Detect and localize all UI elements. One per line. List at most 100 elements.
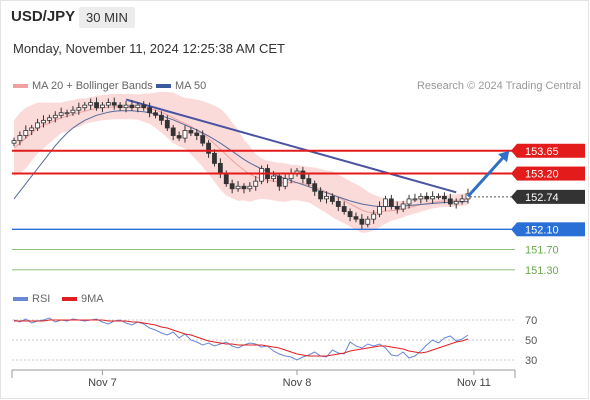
candle-body bbox=[182, 130, 188, 139]
candle-body bbox=[400, 203, 406, 210]
credit-label: Research © 2024 Trading Central bbox=[416, 80, 581, 92]
bollinger-band bbox=[14, 92, 468, 233]
ma50-legend-label: MA 50 bbox=[175, 80, 207, 92]
level-tag-resistance bbox=[517, 143, 585, 158]
rsi-level-label: 30 bbox=[525, 355, 537, 367]
candle-body bbox=[82, 104, 88, 109]
candle-body bbox=[312, 183, 318, 192]
candle-body bbox=[29, 127, 35, 131]
candle-body bbox=[424, 195, 430, 200]
level-label-last: 152.74 bbox=[525, 192, 559, 204]
candle-body bbox=[117, 104, 123, 109]
candle-body bbox=[170, 127, 176, 136]
level-tag-arrow bbox=[511, 222, 517, 237]
rsi-ma-legend: 9MA bbox=[62, 293, 104, 305]
candle-body bbox=[459, 198, 465, 202]
candle-body bbox=[135, 104, 141, 109]
rsi-legend: RSI bbox=[13, 293, 50, 305]
candle-body bbox=[430, 195, 436, 200]
candle-body bbox=[188, 130, 194, 134]
ma50-swatch bbox=[156, 84, 171, 89]
candle-body bbox=[153, 112, 158, 116]
candle-body bbox=[206, 142, 211, 154]
candle-body bbox=[129, 104, 135, 109]
projection-arrow-head bbox=[498, 150, 510, 163]
candle-body bbox=[436, 195, 441, 198]
candle-body bbox=[271, 175, 276, 180]
candle-body bbox=[353, 216, 359, 220]
candle-body bbox=[324, 195, 329, 200]
candle-body bbox=[58, 112, 64, 116]
level-label-resistance: 153.65 bbox=[525, 146, 559, 158]
candle-body bbox=[388, 198, 394, 207]
level-tag-arrow bbox=[511, 189, 517, 204]
candle-body bbox=[111, 102, 117, 106]
candle-body bbox=[147, 107, 153, 114]
candle-body bbox=[164, 119, 170, 129]
level-label-resistance: 153.20 bbox=[525, 169, 559, 181]
candle-body bbox=[229, 183, 235, 190]
candle-body bbox=[247, 185, 253, 190]
x-tick-label: Nov 8 bbox=[283, 377, 312, 389]
candle-body bbox=[94, 102, 99, 109]
level-label-support: 152.10 bbox=[525, 224, 559, 236]
rsi-ma-legend-label: 9MA bbox=[81, 293, 104, 305]
rsi-level-label: 50 bbox=[525, 335, 537, 347]
candle-body bbox=[235, 185, 241, 190]
level-label-target: 151.70 bbox=[525, 245, 559, 257]
candle-body bbox=[442, 195, 447, 200]
candle-body bbox=[64, 112, 70, 115]
timeframe-badge[interactable]: 30 MIN bbox=[79, 7, 135, 28]
downtrend-line bbox=[125, 98, 457, 194]
candle-body bbox=[300, 170, 306, 180]
candle-body bbox=[41, 119, 46, 124]
rsi-legend-label: RSI bbox=[32, 293, 51, 305]
ma20-legend: MA 20 + Bollinger Bands bbox=[13, 80, 153, 92]
candle-body bbox=[341, 206, 347, 212]
candle-body bbox=[141, 104, 147, 109]
chart-header: USD/JPY 30 MIN bbox=[0, 0, 590, 36]
candle-body bbox=[329, 195, 335, 202]
candle-body bbox=[383, 198, 388, 207]
candle-body bbox=[259, 168, 265, 182]
candle-body bbox=[17, 135, 23, 142]
candle-body bbox=[276, 175, 282, 187]
ma20-line bbox=[13, 106, 469, 214]
candle-body bbox=[253, 180, 259, 187]
candle-body bbox=[212, 152, 217, 164]
candle-body bbox=[365, 218, 371, 225]
rsi-ma-line bbox=[14, 319, 469, 357]
candle-body bbox=[335, 201, 341, 207]
candle-body bbox=[282, 178, 288, 187]
rsi-line bbox=[13, 317, 469, 361]
candle-body bbox=[306, 178, 312, 185]
candle-body bbox=[52, 114, 58, 119]
rsi-swatch bbox=[13, 297, 28, 302]
candle-body bbox=[88, 102, 94, 106]
candle-body bbox=[105, 102, 111, 106]
candle-body bbox=[100, 104, 105, 109]
candle-body bbox=[406, 198, 412, 205]
candle-body bbox=[418, 195, 424, 200]
x-tick-label: Nov 11 bbox=[457, 377, 491, 389]
rsi-level-label: 70 bbox=[525, 315, 537, 327]
candle-body bbox=[76, 107, 82, 111]
level-label-target: 151.30 bbox=[525, 265, 559, 277]
candle-body bbox=[11, 140, 17, 144]
candle-body bbox=[347, 211, 353, 218]
candle-body bbox=[176, 135, 182, 139]
candle-body bbox=[453, 201, 459, 205]
candle-body bbox=[223, 173, 229, 185]
datetime-label: Monday, November 11, 2024 12:25:38 AM CE… bbox=[13, 41, 285, 56]
x-tick-label: Nov 7 bbox=[88, 377, 117, 389]
candle-body bbox=[123, 104, 129, 109]
ma20-legend-label: MA 20 + Bollinger Bands bbox=[32, 80, 153, 92]
candle-body bbox=[46, 117, 52, 121]
candle-body bbox=[35, 122, 40, 129]
level-tag-resistance bbox=[517, 166, 585, 181]
candle-body bbox=[359, 218, 365, 225]
candle-body bbox=[412, 198, 418, 201]
candle-body bbox=[371, 213, 377, 220]
